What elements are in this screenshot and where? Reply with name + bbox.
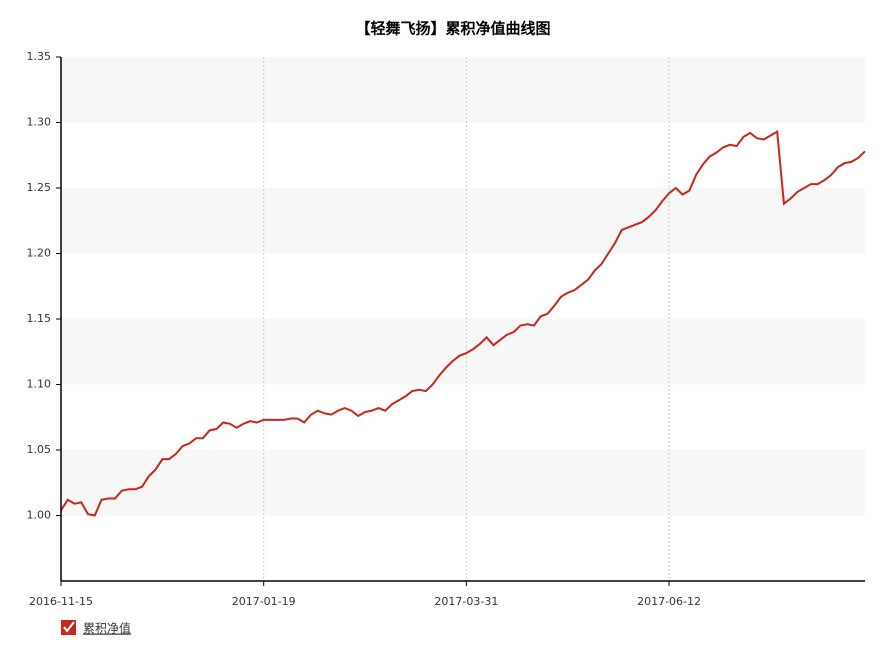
y-tick-label: 1.05 bbox=[27, 443, 52, 456]
legend-label[interactable]: 累积净值 bbox=[83, 621, 131, 636]
y-tick-label: 1.25 bbox=[27, 181, 52, 194]
y-tick-label: 1.30 bbox=[27, 116, 52, 129]
x-tick-label: 2017-01-19 bbox=[232, 595, 296, 608]
x-tick-label: 2017-03-31 bbox=[434, 595, 498, 608]
x-tick-label: 2017-06-12 bbox=[637, 595, 701, 608]
x-tick-label: 2016-11-15 bbox=[29, 595, 93, 608]
chart-title: 【轻舞飞扬】累积净值曲线图 bbox=[355, 20, 550, 38]
check-icon bbox=[63, 621, 75, 633]
y-tick-label: 1.15 bbox=[27, 312, 52, 325]
grid-band bbox=[61, 57, 865, 123]
grid-band bbox=[61, 188, 865, 254]
series-line bbox=[60, 130, 866, 517]
y-tick-label: 1.20 bbox=[27, 247, 52, 260]
y-tick-label: 1.10 bbox=[27, 378, 52, 391]
y-tick-label: 1.00 bbox=[27, 509, 52, 522]
grid-band bbox=[61, 319, 865, 385]
grid-band bbox=[61, 450, 865, 516]
legend: 累积净值 bbox=[61, 620, 131, 636]
y-tick-label: 1.35 bbox=[27, 50, 52, 63]
